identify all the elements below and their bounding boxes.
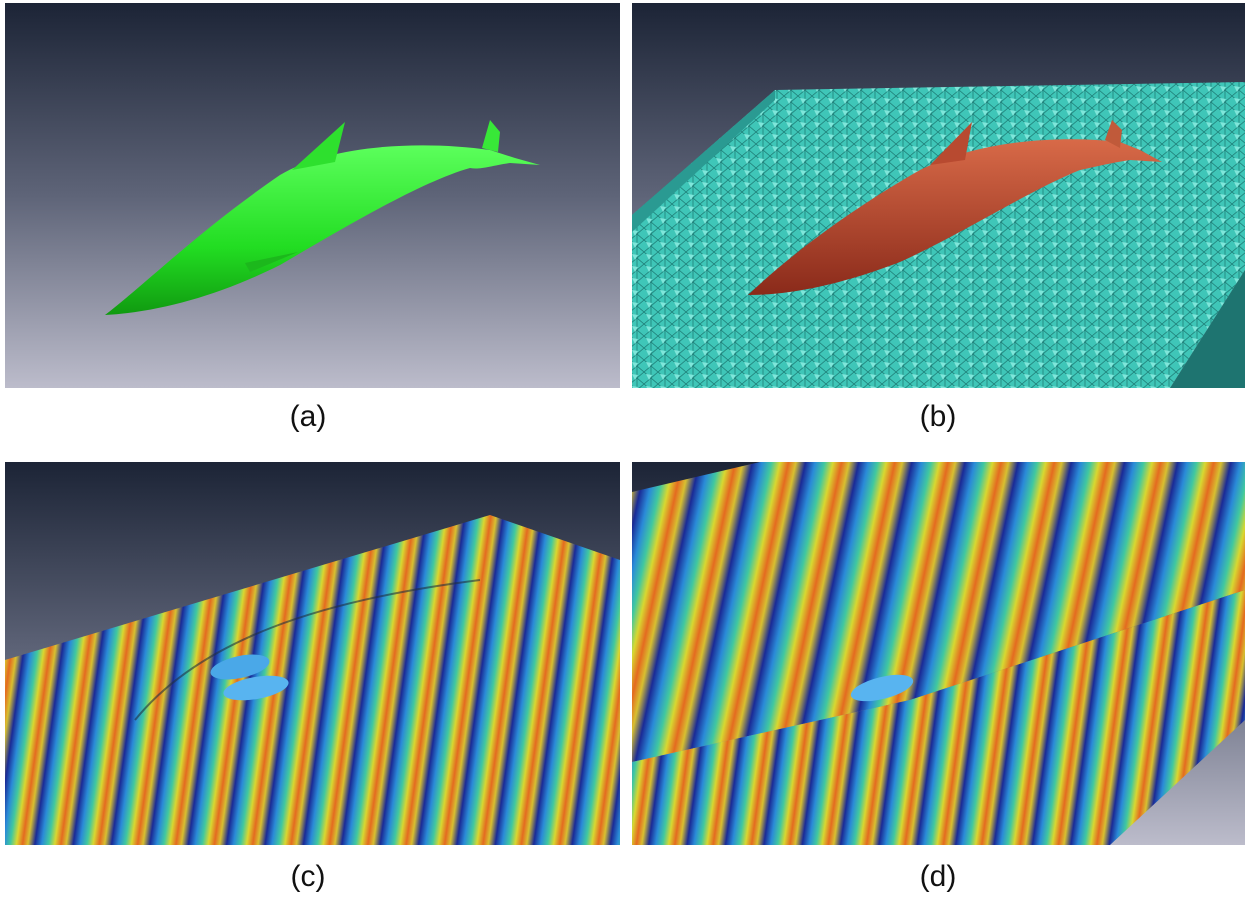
dolphin-blob — [223, 675, 289, 701]
mesh-edge — [632, 90, 775, 232]
pectoral-fin — [245, 252, 298, 272]
wave-surface-edge — [134, 579, 481, 721]
panel-a — [5, 3, 620, 388]
tail-fluke — [1105, 120, 1122, 148]
pressure-side-wall — [1180, 462, 1245, 610]
panel-label: (d) — [920, 860, 957, 893]
tail-fluke — [482, 120, 500, 152]
panel-b — [632, 3, 1245, 388]
dorsal-fin — [930, 122, 972, 165]
panel-c — [5, 462, 620, 845]
panel-label: (b) — [920, 400, 957, 433]
dolphin-mesh — [748, 139, 1162, 295]
dolphin-blob — [850, 674, 914, 702]
mesh-side — [1170, 270, 1245, 388]
panel-d — [632, 462, 1245, 845]
pressure-wall — [632, 462, 1245, 762]
pressure-field — [5, 515, 620, 845]
panel-label: (c) — [291, 860, 326, 893]
pressure-floor — [632, 590, 1245, 845]
dorsal-fin — [292, 122, 345, 170]
panel-label: (a) — [290, 400, 327, 433]
dolphin-body — [105, 145, 540, 315]
dolphin-blob — [210, 654, 270, 680]
